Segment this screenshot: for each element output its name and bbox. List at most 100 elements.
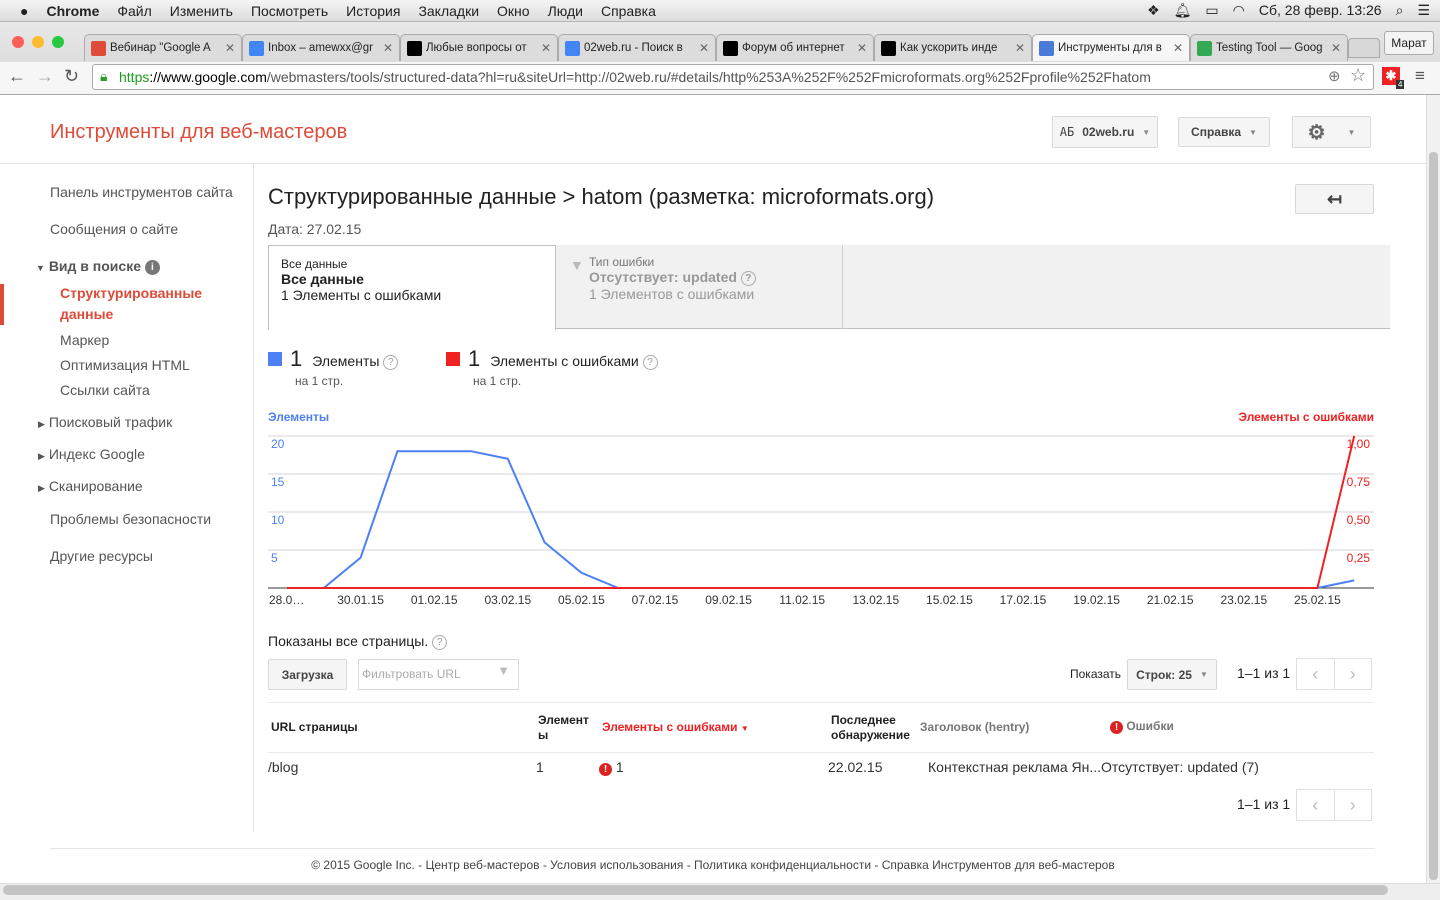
cell-error: Отсутствует: updated (7) bbox=[1101, 759, 1259, 775]
x-tick: 09.02.15 bbox=[705, 593, 752, 607]
next-page-icon[interactable]: › bbox=[1349, 664, 1356, 684]
notifications-icon[interactable]: ☰ bbox=[1417, 2, 1430, 18]
legend-items[interactable]: 1 Элементы ? на 1 стр. bbox=[268, 346, 399, 388]
prev-page-icon[interactable]: ‹ bbox=[1297, 659, 1335, 689]
sidebar-item-index[interactable]: ▶ Индекс Google bbox=[38, 446, 145, 462]
menu-bookmarks[interactable]: Закладки bbox=[418, 2, 480, 19]
close-tab-icon[interactable]: ✕ bbox=[1330, 41, 1341, 55]
address-bar[interactable]: 🔒︎ https://www.google.com/webmasters/too… bbox=[92, 64, 1374, 90]
next-page-icon[interactable]: › bbox=[1349, 795, 1356, 815]
col-last-seen[interactable]: Последнее обнаружение bbox=[831, 713, 910, 742]
caret-right-icon: ▶ bbox=[38, 483, 45, 493]
webmaster-icon bbox=[1039, 40, 1054, 56]
menu-file[interactable]: Файл bbox=[117, 2, 152, 19]
apple-icon[interactable]: ● bbox=[20, 2, 29, 19]
forward-icon[interactable]: → bbox=[36, 66, 54, 86]
vertical-scroll-thumb[interactable] bbox=[1429, 152, 1438, 880]
col-items[interactable]: Элемент ы bbox=[538, 713, 589, 742]
sidebar-item-traffic[interactable]: ▶ Поисковый трафик bbox=[38, 414, 173, 430]
help-icon[interactable]: ? bbox=[642, 354, 658, 370]
sidebar-item-other[interactable]: Другие ресурсы bbox=[50, 548, 153, 564]
help-button[interactable]: Справка ▼ bbox=[1178, 117, 1270, 147]
legend-errors[interactable]: 1 Элементы с ошибками ? на 1 стр. bbox=[446, 346, 658, 388]
col-title[interactable]: Заголовок (hentry) bbox=[920, 720, 1030, 734]
menu-view[interactable]: Посмотреть bbox=[250, 2, 329, 19]
browser-tab[interactable]: Вебинар "Google A ✕ bbox=[84, 34, 242, 61]
y-left-tick: 5 bbox=[271, 551, 278, 565]
zoom-window-icon[interactable] bbox=[52, 36, 64, 48]
col-errors[interactable]: Элементы с ошибками ▼ bbox=[602, 720, 749, 734]
menu-edit[interactable]: Изменить bbox=[169, 2, 233, 19]
filter-url-input[interactable]: Фильтровать URL ▼ bbox=[358, 659, 519, 690]
help-icon[interactable]: ? bbox=[383, 354, 399, 370]
profile-button[interactable]: Марат bbox=[1384, 31, 1434, 55]
wifi-icon[interactable]: ◠ bbox=[1232, 2, 1245, 18]
close-tab-icon[interactable]: ✕ bbox=[698, 41, 709, 55]
rows-selector[interactable]: Строк: 25 ▼ bbox=[1127, 659, 1217, 690]
browser-tab[interactable]: Инструменты для в ✕ bbox=[1032, 34, 1190, 61]
menu-help[interactable]: Справка bbox=[600, 2, 656, 19]
download-button[interactable]: Загрузка bbox=[268, 659, 347, 690]
browser-tab[interactable]: Как ускорить инде ✕ bbox=[874, 34, 1032, 61]
minimize-window-icon[interactable] bbox=[32, 36, 44, 48]
settings-button[interactable]: ⚙ ▼ bbox=[1292, 116, 1371, 148]
close-tab-icon[interactable]: ✕ bbox=[540, 41, 551, 55]
segment-all-data[interactable]: Все данные Все данные 1 Элементы с ошибк… bbox=[268, 245, 556, 330]
close-tab-icon[interactable]: ✕ bbox=[1014, 41, 1025, 55]
back-button[interactable]: ↤ bbox=[1295, 184, 1374, 214]
chart: Элементы Элементы с ошибками 5 10 15 20 0,25 0,… bbox=[268, 410, 1374, 607]
divider bbox=[0, 163, 1426, 164]
sidebar-item-sitelinks[interactable]: Ссылки сайта bbox=[60, 382, 150, 398]
menu-people[interactable]: Люди bbox=[547, 2, 583, 19]
browser-tab[interactable]: Inbox – amewxx@gr ✕ bbox=[242, 34, 400, 61]
horizontal-scroll-thumb[interactable] bbox=[3, 885, 1388, 895]
close-tab-icon[interactable]: ✕ bbox=[1172, 41, 1183, 55]
legend-swatch bbox=[446, 352, 460, 366]
bell-icon[interactable]: 🔔︎ bbox=[1173, 2, 1192, 18]
app-logo[interactable]: Инструменты для веб-мастеров bbox=[50, 121, 348, 143]
browser-tab[interactable]: 02web.ru - Поиск в ✕ bbox=[558, 34, 716, 61]
info-icon[interactable]: i bbox=[144, 259, 160, 275]
datetime[interactable]: Сб, 28 февр. 13:26 bbox=[1258, 2, 1382, 18]
close-tab-icon[interactable]: ✕ bbox=[382, 41, 393, 55]
site-selector[interactable]: АБ 02web.ru ▼ bbox=[1052, 116, 1158, 148]
sidebar-item-marker[interactable]: Маркер bbox=[60, 332, 110, 348]
sidebar-item-search-appearance[interactable]: ▼ Вид в поиске i bbox=[36, 258, 160, 275]
sidebar-item-security[interactable]: Проблемы безопасности bbox=[50, 511, 212, 527]
col-url[interactable]: URL страницы bbox=[271, 720, 358, 734]
gear-icon: ⚙ bbox=[1307, 121, 1326, 144]
menu-app[interactable]: Chrome bbox=[46, 2, 100, 19]
x-tick: 05.02.15 bbox=[558, 593, 605, 607]
close-window-icon[interactable] bbox=[12, 36, 24, 48]
browser-tab[interactable]: Форум об интернет ✕ bbox=[716, 34, 874, 61]
battery-icon[interactable]: ▭ bbox=[1205, 2, 1219, 18]
x-tick: 19.02.15 bbox=[1073, 593, 1120, 607]
help-icon[interactable]: ? bbox=[432, 634, 448, 650]
prev-page-icon[interactable]: ‹ bbox=[1297, 790, 1335, 820]
back-icon[interactable]: ← bbox=[8, 66, 26, 86]
menu-window[interactable]: Окно bbox=[497, 2, 530, 19]
google-plus-icon bbox=[91, 40, 106, 56]
sidebar-item-html[interactable]: Оптимизация HTML bbox=[60, 357, 190, 373]
sidebar-item-crawl[interactable]: ▶ Сканирование bbox=[38, 478, 143, 494]
spotlight-icon[interactable]: ⌕ bbox=[1395, 2, 1404, 18]
segment-error-type[interactable]: ▼ Тип ошибки Отсутствует: updated ? 1 Эл… bbox=[556, 245, 843, 329]
dropbox-icon[interactable]: ❖ bbox=[1147, 2, 1160, 18]
cell-url[interactable]: /blog bbox=[268, 759, 299, 775]
browser-tab[interactable]: Testing Tool — Goog ✕ bbox=[1190, 34, 1348, 61]
show-label: Показать bbox=[1070, 667, 1122, 681]
zoom-icon[interactable]: ⊕ bbox=[1328, 68, 1341, 85]
new-tab-button[interactable] bbox=[1348, 38, 1380, 58]
browser-tab[interactable]: Любые вопросы от ✕ bbox=[400, 34, 558, 61]
sidebar-item-messages[interactable]: Сообщения о сайте bbox=[50, 221, 179, 237]
reload-icon[interactable]: ↻ bbox=[64, 66, 80, 86]
menu-icon[interactable]: ≡ bbox=[1415, 66, 1425, 85]
bookmark-star-icon[interactable]: ☆ bbox=[1350, 65, 1367, 85]
extension-icon[interactable]: ✱ bbox=[1382, 67, 1400, 85]
menu-history[interactable]: История bbox=[346, 2, 401, 19]
sidebar-item-structured-data[interactable]: Структурированные данные bbox=[60, 285, 203, 322]
sidebar-item-dashboard[interactable]: Панель инструментов сайта bbox=[50, 184, 233, 200]
close-tab-icon[interactable]: ✕ bbox=[224, 41, 235, 55]
close-tab-icon[interactable]: ✕ bbox=[856, 41, 867, 55]
help-icon[interactable]: ? bbox=[740, 270, 756, 286]
